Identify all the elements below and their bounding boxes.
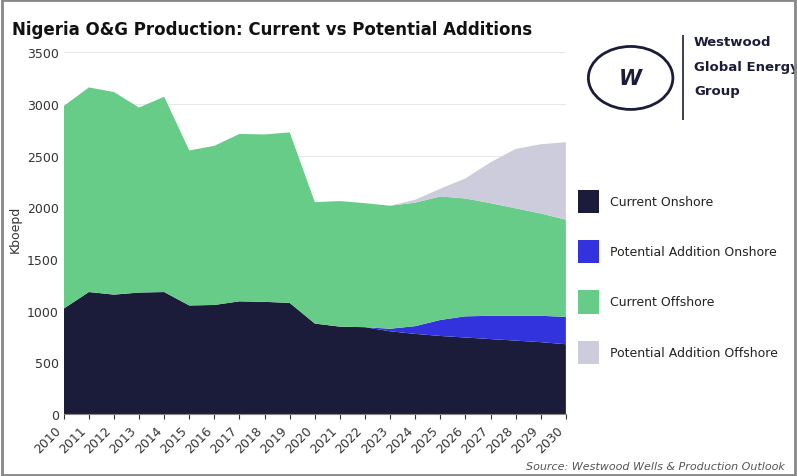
Text: Westwood: Westwood [694, 36, 771, 49]
Text: Current Onshore: Current Onshore [610, 195, 713, 208]
Text: Potential Addition Onshore: Potential Addition Onshore [610, 246, 776, 258]
Text: Potential Addition Offshore: Potential Addition Offshore [610, 346, 777, 359]
Text: Source: Westwood Wells & Production Outlook: Source: Westwood Wells & Production Outl… [526, 461, 785, 471]
Text: Nigeria O&G Production: Current vs Potential Additions: Nigeria O&G Production: Current vs Poten… [12, 21, 532, 40]
Text: W: W [619, 69, 642, 89]
Bar [578, 190, 599, 213]
Y-axis label: Kboepd: Kboepd [9, 205, 22, 252]
Bar [578, 240, 599, 264]
Text: Current Offshore: Current Offshore [610, 296, 714, 309]
Text: Global Energy: Global Energy [694, 60, 797, 73]
Bar [578, 291, 599, 314]
Bar [578, 341, 599, 364]
Text: Group: Group [694, 85, 740, 98]
